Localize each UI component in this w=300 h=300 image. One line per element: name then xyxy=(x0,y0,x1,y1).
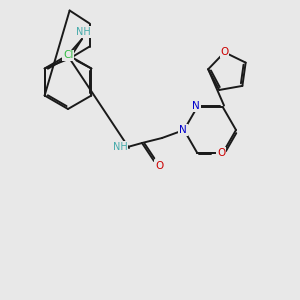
Text: NH: NH xyxy=(76,27,90,37)
Text: Cl: Cl xyxy=(63,50,74,61)
Text: O: O xyxy=(220,47,229,57)
Text: NH: NH xyxy=(112,142,128,152)
Text: O: O xyxy=(217,148,225,158)
Text: N: N xyxy=(192,101,200,112)
Text: N: N xyxy=(179,125,187,135)
Text: O: O xyxy=(155,161,163,171)
